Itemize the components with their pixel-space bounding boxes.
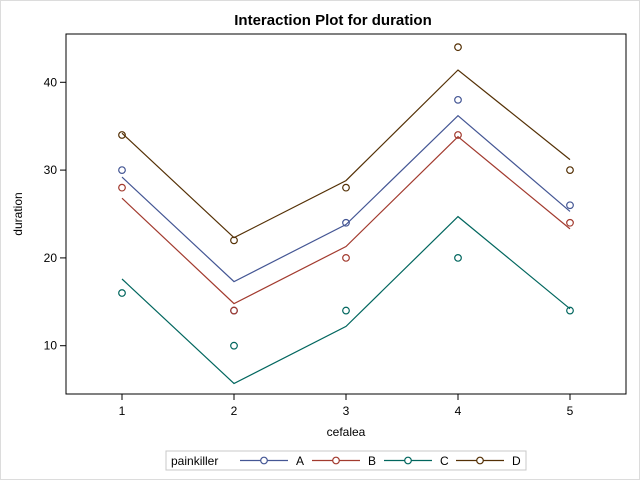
y-axis-label: duration (11, 192, 25, 235)
legend-item-a: A (240, 454, 304, 468)
data-point (454, 254, 462, 262)
chart-title: Interaction Plot for duration (234, 12, 432, 29)
legend-marker (476, 456, 484, 465)
data-point (454, 131, 462, 139)
data-point (118, 166, 126, 174)
series-b (118, 131, 574, 315)
data-point (118, 131, 126, 139)
legend-label: C (440, 454, 449, 468)
legend-label: A (296, 454, 304, 468)
y-tick-label: 20 (44, 251, 58, 265)
data-point (230, 236, 238, 245)
legend-item-b: B (312, 454, 376, 468)
series-line (121, 69, 571, 239)
legend: painkiller A B C D (165, 450, 527, 471)
series-line (121, 114, 571, 283)
data-point (230, 306, 238, 315)
y-axis: 10 20 30 40 (44, 75, 66, 353)
x-tick-label: 4 (455, 404, 462, 418)
legend-marker (404, 456, 412, 465)
series-line (121, 135, 571, 305)
plot-area (65, 33, 627, 395)
legend-items: A B C D (240, 454, 521, 468)
x-tick-label: 2 (231, 404, 238, 418)
data-point (342, 218, 350, 227)
series-layer (118, 43, 574, 385)
data-point (342, 254, 350, 262)
series-c (118, 215, 574, 385)
x-tick-label: 3 (343, 404, 350, 418)
legend-label: D (512, 454, 521, 468)
data-point (230, 341, 238, 350)
x-axis: 1 2 3 4 5 (119, 394, 574, 418)
y-tick-label: 30 (44, 163, 58, 177)
legend-marker (260, 456, 268, 465)
data-point (342, 306, 350, 315)
legend-title: painkiller (171, 454, 218, 468)
series-d (118, 43, 574, 245)
legend-marker (332, 456, 340, 465)
data-point (342, 183, 350, 192)
data-point (118, 289, 126, 297)
data-point (454, 43, 462, 52)
data-point (566, 306, 574, 315)
series-line (121, 215, 571, 385)
y-tick-label: 40 (44, 75, 58, 89)
legend-item-d: D (456, 454, 521, 468)
legend-label: B (368, 454, 376, 468)
data-point (118, 183, 126, 192)
legend-item-c: C (384, 454, 449, 468)
y-tick-label: 10 (44, 339, 58, 353)
data-point (566, 201, 574, 210)
x-tick-label: 1 (119, 404, 126, 418)
data-point (454, 95, 462, 104)
x-axis-label: cefalea (327, 425, 366, 439)
data-point (566, 166, 574, 174)
x-tick-label: 5 (567, 404, 574, 418)
data-point (566, 218, 574, 227)
